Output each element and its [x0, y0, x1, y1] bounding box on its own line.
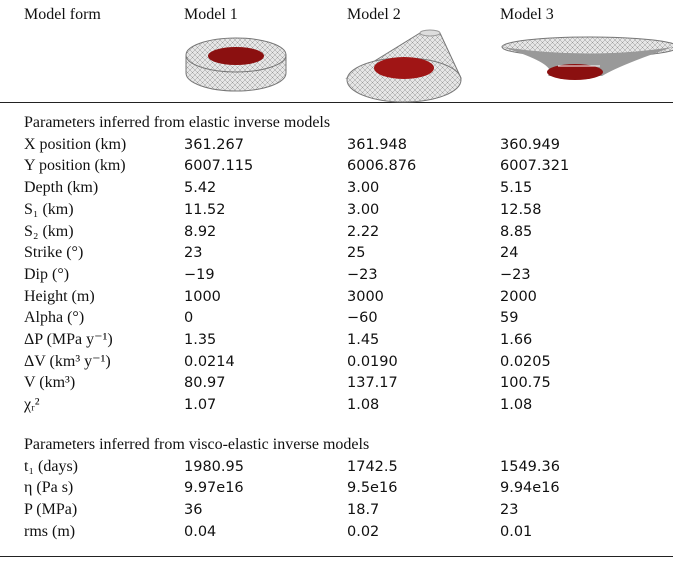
cell-value: 5.42 [184, 180, 217, 197]
cell-value: 0 [184, 310, 194, 327]
cell-value: −60 [347, 310, 378, 327]
row-label: S₂ (km) [24, 222, 74, 240]
cell-value: 18.7 [347, 502, 380, 519]
cell-value: 8.85 [500, 223, 533, 240]
cell-value: 361.267 [184, 136, 244, 153]
cell-value: 80.97 [184, 375, 226, 392]
cell-value: 0.0190 [347, 353, 398, 370]
row-label: Y position (km) [24, 157, 126, 175]
cell-value: 12.58 [500, 201, 542, 218]
cell-value: −19 [184, 266, 215, 283]
cell-value: 23 [500, 502, 519, 519]
bottom-rule [0, 556, 673, 557]
section-title: Parameters inferred from visco-elastic i… [24, 436, 370, 453]
cell-value: 1.66 [500, 332, 533, 348]
model-figures [185, 29, 673, 103]
row-label: V (km³) [24, 374, 76, 392]
row-label: Alpha (°) [24, 309, 85, 327]
row-label: P (MPa) [24, 501, 78, 519]
row-label: X position (km) [24, 135, 127, 153]
cell-value: −23 [347, 266, 378, 283]
cell-value: 1549.36 [500, 458, 560, 475]
row-label: Strike (°) [24, 244, 84, 262]
model-2-figure [345, 29, 462, 103]
row-label: rms (m) [24, 522, 76, 540]
cell-value: 0.02 [347, 523, 380, 540]
column-header: Model form [24, 6, 101, 23]
cell-value: 1.08 [500, 397, 533, 414]
cell-value: 3.00 [347, 201, 380, 218]
section-title: Parameters inferred from elastic inverse… [24, 114, 331, 131]
model-3-figure [501, 36, 673, 80]
cell-value: 1.45 [347, 332, 380, 348]
cell-value: 11.52 [184, 201, 226, 218]
cell-value: 1000 [184, 288, 221, 305]
cell-value: 1.35 [184, 332, 217, 348]
cell-value: 2.22 [347, 223, 380, 240]
cell-value: 360.949 [500, 136, 560, 153]
row-label: t₁ (days) [24, 457, 79, 475]
model-1-figure [185, 37, 287, 92]
cell-value: 137.17 [347, 375, 398, 392]
cell-value: 1980.95 [184, 458, 244, 475]
header-rule [0, 102, 673, 103]
cell-value: 1742.5 [347, 458, 398, 475]
cell-value: 59 [500, 310, 519, 327]
cell-value: 0.0205 [500, 353, 551, 370]
cell-value: 6006.876 [347, 158, 417, 175]
cell-value: 23 [184, 245, 203, 262]
cell-value: 9.5e16 [347, 480, 398, 497]
cell-value: 100.75 [500, 375, 551, 392]
cell-value: 6007.115 [184, 158, 254, 175]
column-header: Model 1 [184, 6, 238, 23]
cell-value: 36 [184, 502, 203, 519]
row-label: S₁ (km) [24, 200, 74, 218]
cell-value: 25 [347, 245, 366, 262]
cell-value: 6007.321 [500, 158, 570, 175]
row-label: ΔP (MPa y⁻¹) [24, 331, 113, 348]
cell-value: 1.07 [184, 397, 217, 414]
column-header: Model 2 [347, 6, 401, 23]
cell-value: 1.08 [347, 397, 380, 414]
cell-value: 3000 [347, 288, 384, 305]
row-label: Height (m) [24, 287, 95, 305]
row-label: ΔV (km³ y⁻¹) [24, 352, 111, 370]
cell-value: 3.00 [347, 180, 380, 197]
row-label: Depth (km) [24, 179, 99, 197]
column-header: Model 3 [500, 6, 554, 23]
cell-value: −23 [500, 266, 531, 283]
cell-value: 0.0214 [184, 353, 235, 370]
row-label: Dip (°) [24, 265, 70, 283]
cell-value: 9.97e16 [184, 480, 244, 497]
cell-value: 0.04 [184, 523, 217, 540]
cell-value: 0.01 [500, 523, 533, 540]
cell-value: 5.15 [500, 180, 533, 197]
cell-value: 9.94e16 [500, 480, 560, 497]
cell-value: 2000 [500, 288, 537, 305]
row-label: χᵣ² [24, 396, 40, 414]
row-label: η (Pa s) [24, 479, 74, 497]
cell-value: 361.948 [347, 136, 407, 153]
cell-value: 8.92 [184, 223, 217, 240]
cell-value: 24 [500, 245, 519, 262]
